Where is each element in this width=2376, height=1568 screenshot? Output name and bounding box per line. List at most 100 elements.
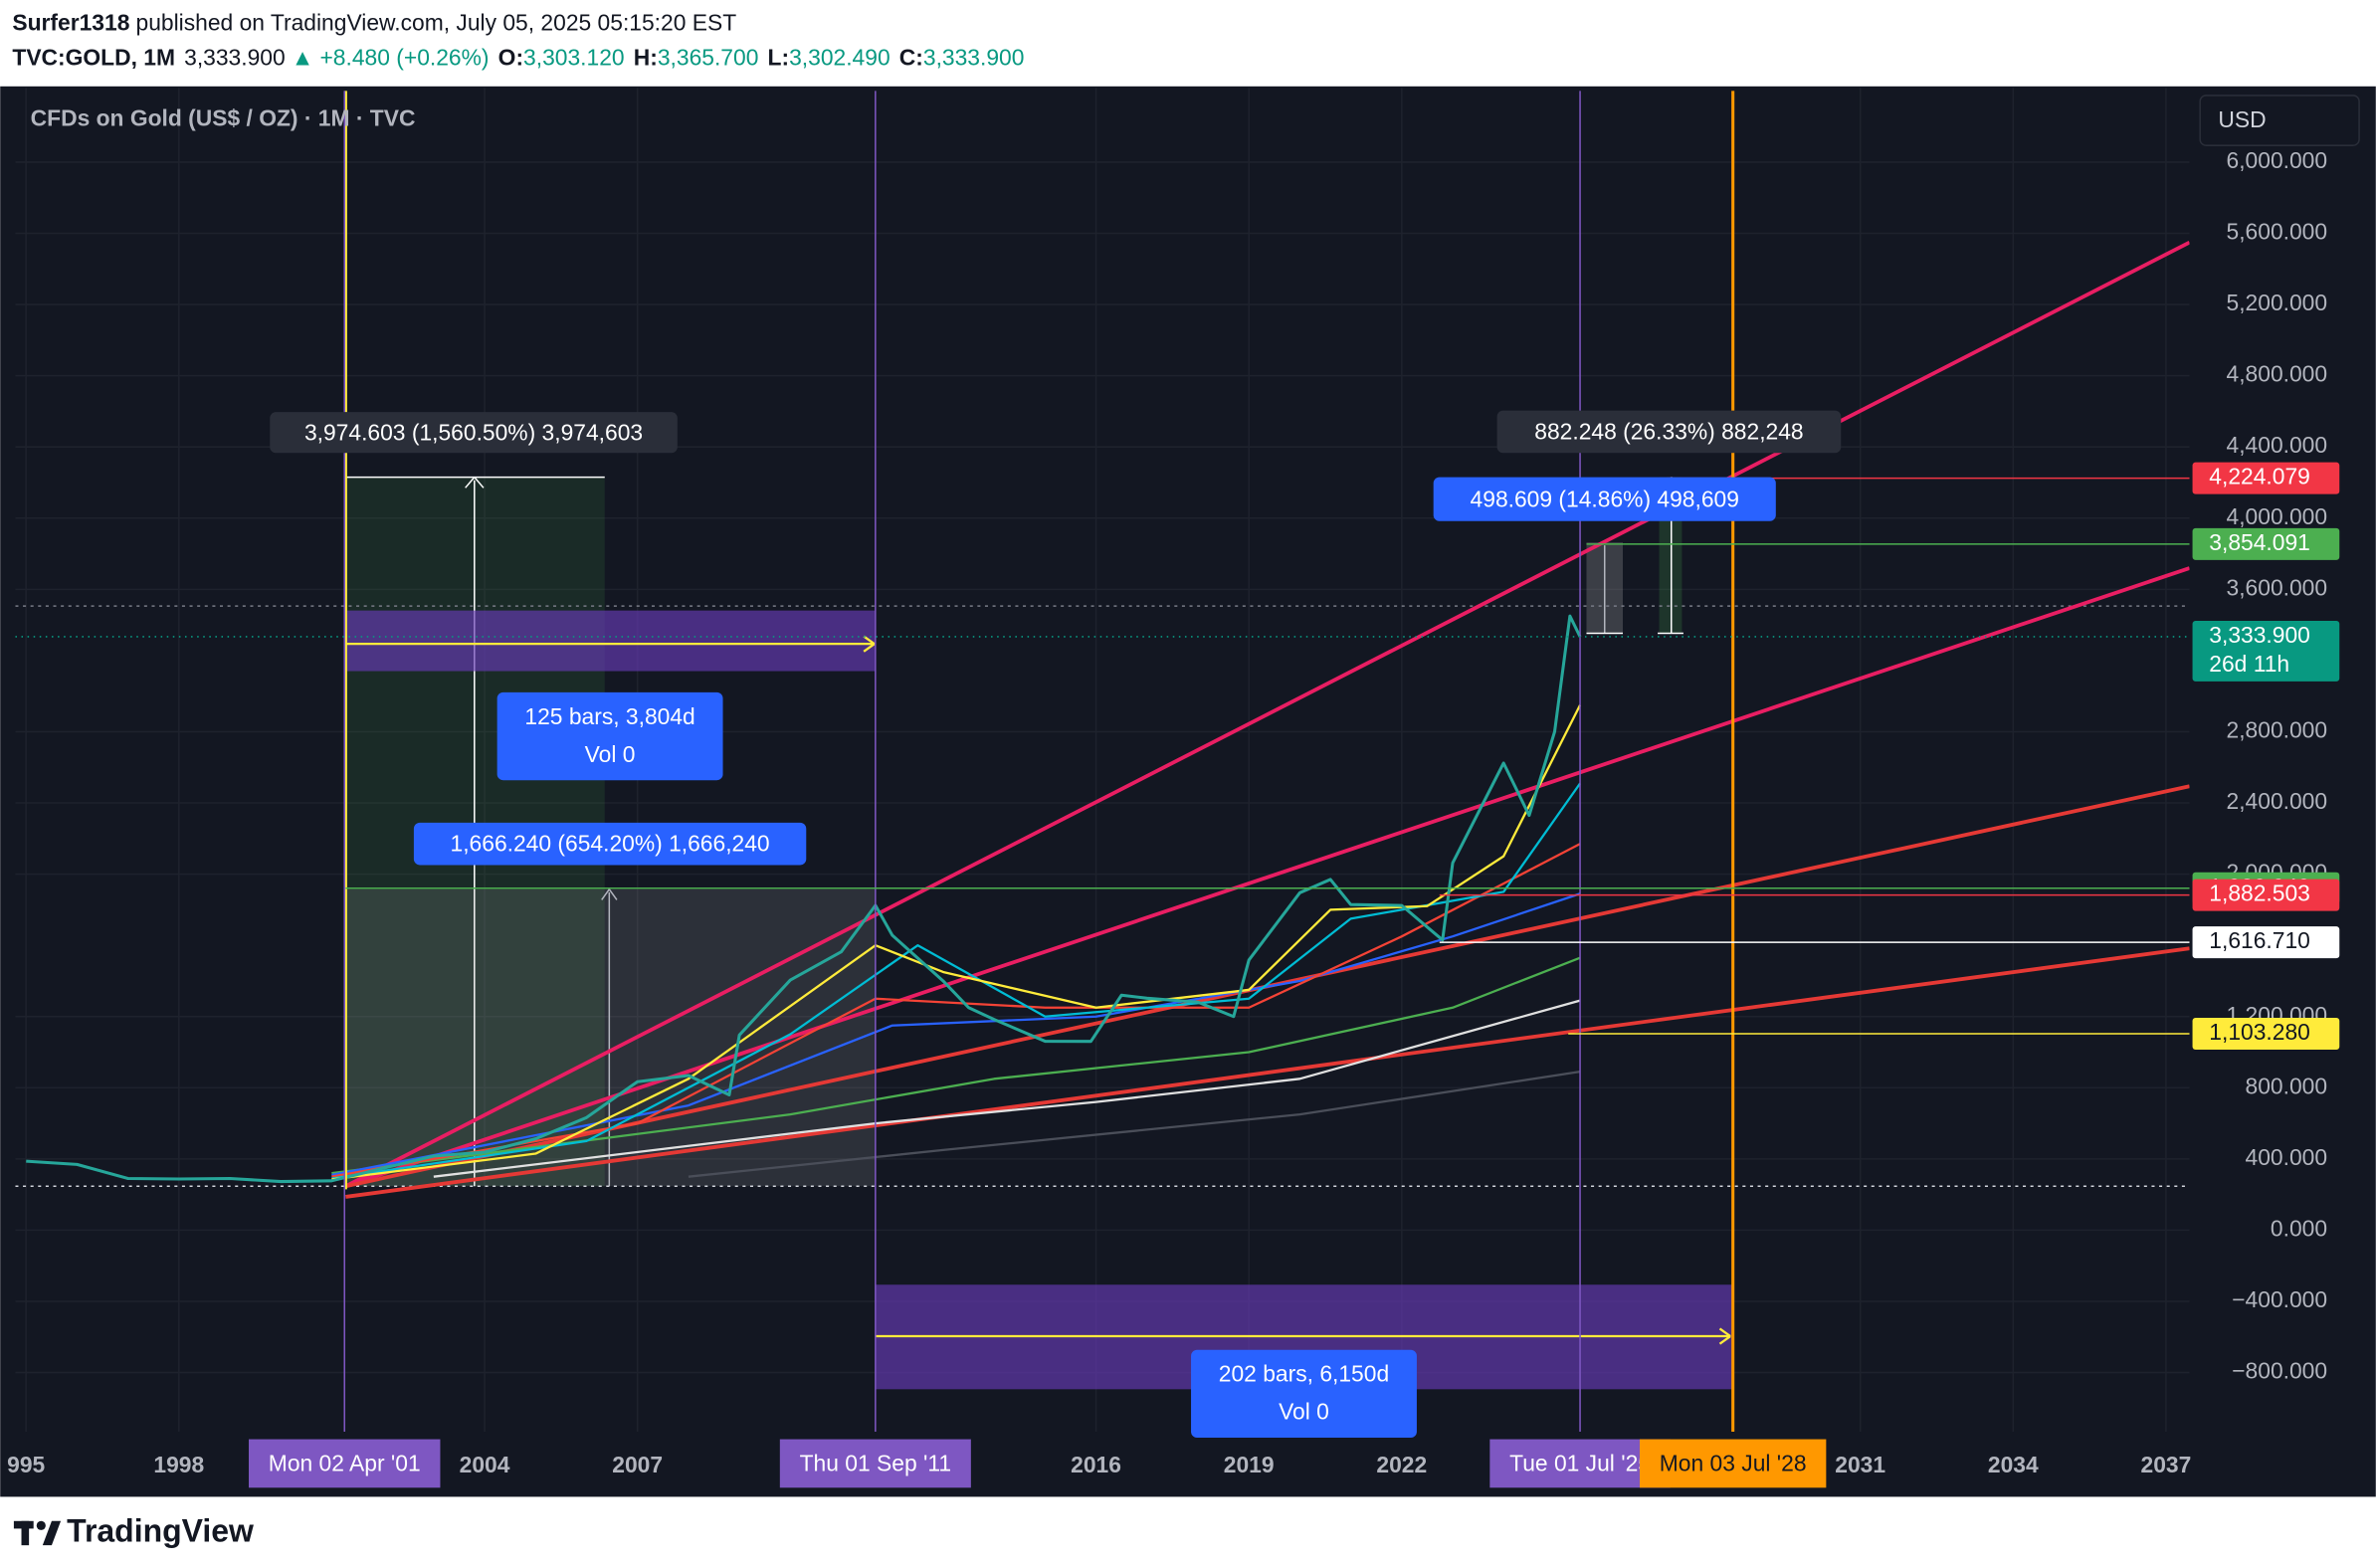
y-tick-label: −400.000 [2232,1286,2327,1312]
price-tag [2192,1018,2340,1051]
measure-label: 1,666.240 (654.20%) 1,666,240 [451,831,770,857]
price-line [26,614,1582,1184]
user: Surfer1318 [12,9,129,35]
measure-area [345,888,877,1187]
arrow-head [1718,1327,1731,1337]
y-tick-label: 0.000 [2271,1215,2327,1241]
price-line [331,782,1582,1180]
brand: TradingView [67,1512,254,1548]
time-marker-label: Thu 01 Sep '11 [800,1450,951,1475]
x-tick-label: 2016 [1071,1452,1121,1477]
y-tick-label: 5,600.000 [2227,219,2328,245]
price-line [433,999,1581,1178]
low-label: L: [768,44,790,70]
published: published on TradingView.com, July 05, 2… [136,9,737,35]
countdown: 26d 11h [2209,651,2289,677]
change: +8.480 (+0.26%) [319,44,489,70]
currency-button[interactable] [2199,95,2360,146]
price-tag-label: 1,882.503 [2209,881,2310,906]
close-label: C: [899,44,923,70]
trend-line [344,566,2190,1189]
change-arrow: ▲ [292,44,314,70]
time-marker-tag [779,1439,971,1488]
arrow-head [863,635,876,646]
measure-box [413,822,807,866]
measure-label: 498.609 (14.86%) 498,609 [1471,486,1739,511]
y-tick-label: 6,000.000 [2227,147,2328,173]
x-tick-label: 2004 [460,1452,510,1477]
price-line [331,892,1581,1177]
y-tick-label: −800.000 [2232,1358,2327,1384]
time-marker-label: Mon 02 Apr '01 [269,1450,421,1475]
y-tick-label: 5,200.000 [2227,290,2328,315]
pane-title: CFDs on Gold (US$ / OZ) · 1M · TVC [31,104,416,130]
close: 3,333.900 [923,44,1025,70]
price-tag-label: 1,103.280 [2209,1019,2310,1045]
y-tick-label: 4,400.000 [2227,432,2328,458]
arrow-head [465,477,476,489]
price-tag [2192,527,2340,560]
x-tick-label: 2019 [1224,1452,1275,1477]
price-tag-label: 1,616.710 [2209,927,2310,953]
range-box [496,691,723,781]
symbol: TVC:GOLD, 1M [12,44,175,70]
y-tick-label: 2,400.000 [2227,788,2328,814]
time-marker-label: Mon 03 Jul '28 [1660,1450,1807,1475]
measure-box [1433,477,1776,521]
x-tick-label: 2037 [2141,1452,2192,1477]
last-price: 3,333.900 [184,44,286,70]
high-label: H: [634,44,658,70]
range-label: 202 bars, 6,150d [1219,1361,1389,1387]
high: 3,365.700 [658,44,759,70]
axes: 995 1998 2004 2007 2016 2019 2022 2031 2034 2037 6… [7,147,2328,1488]
x-tick-label: 2022 [1376,1452,1427,1477]
price-tag [2192,926,2340,959]
time-marker-tag [1639,1439,1827,1488]
price-line [331,843,1581,1178]
price-tag [2192,462,2340,494]
arrow-head [863,643,876,653]
price-tag-label: 3,333.900 [2209,622,2310,648]
x-tick-label: 2034 [1988,1452,2039,1477]
y-tick-label: 800.000 [2246,1073,2328,1098]
low: 3,302.490 [789,44,891,70]
publish-line: Surfer1318 published on TradingView.com, … [12,9,736,35]
price-tag-label: 4,224.079 [2209,464,2310,490]
range-box [1191,1349,1417,1439]
y-tick-label: 3,600.000 [2227,574,2328,600]
currency[interactable]: USD [2218,106,2266,132]
arrow-head [1718,1335,1731,1345]
trend-line [345,946,2190,1199]
x-tick-label: 1998 [153,1452,204,1477]
trend-line [344,240,2190,1188]
range-area [345,610,877,672]
measure-box [1496,410,1842,454]
open-label: O: [498,44,523,70]
arrow-head [608,888,618,900]
y-tick-label: 2,800.000 [2227,716,2328,742]
arrow-head [601,888,610,900]
range-label: Vol 0 [585,741,636,767]
y-tick-label: 4,800.000 [2227,361,2328,387]
measure-label: 3,974.603 (1,560.50%) 3,974,603 [304,419,643,445]
range-label: Vol 0 [1279,1399,1329,1425]
arrow-head [474,477,485,489]
time-marker-label: Tue 01 Jul '25 [1509,1450,1651,1475]
price-tag-label: 3,854.091 [2209,529,2310,555]
brand-logo [13,1520,62,1546]
y-tick-label: 4,000.000 [2227,503,2328,529]
price-tag [2192,879,2340,911]
symbol-line: TVC:GOLD, 1M 3,333.900 ▲ +8.480 (+0.26%) O:3… [12,44,1024,70]
measure-label: 882.248 (26.33%) 882,248 [1534,419,1803,445]
time-marker-tag [249,1439,441,1488]
open: 3,303.120 [523,44,625,70]
x-tick-label: 995 [7,1452,45,1477]
price-line [331,704,1582,1181]
x-tick-label: 2031 [1835,1452,1885,1477]
price-line [688,1071,1581,1178]
y-tick-label: 400.000 [2246,1144,2328,1170]
range-label: 125 bars, 3,804d [524,703,694,729]
